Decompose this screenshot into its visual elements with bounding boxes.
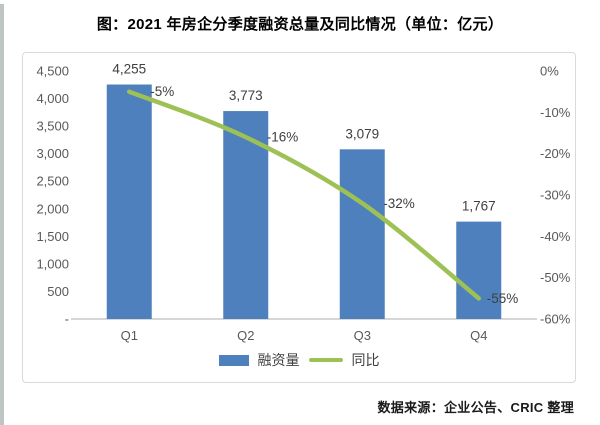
y-axis-left-tick-label: 3,000 [36,146,69,161]
y-axis-left-tick-label: 3,500 [36,119,69,134]
y-axis-right-tick-label: -20% [540,146,571,161]
y-axis-right-tick-label: 0% [540,64,559,79]
x-axis-category-label: Q3 [354,328,371,343]
y-axis-right-tick-label: -40% [540,229,571,244]
y-axis-left-tick-label: 4,000 [36,91,69,106]
y-axis-left-tick-label: 1,000 [36,256,69,271]
legend-line-swatch-icon [308,357,343,363]
bar-value-label: 3,079 [345,126,379,141]
bar-value-label: 1,767 [462,199,496,214]
data-source-note: 数据来源：企业公告、CRIC 整理 [377,400,574,415]
window-edge-strip [0,4,4,425]
bar-value-label: 3,773 [229,88,263,103]
y-axis-right-tick-label: -30% [540,188,571,203]
y-axis-left-tick-label: 2,500 [36,174,69,189]
bar-value-label: 4,255 [112,62,146,77]
x-axis-category-label: Q2 [237,328,254,343]
bar-q2 [223,111,269,319]
x-axis-category-label: Q4 [470,328,487,343]
y-axis-left-tick-label: 4,500 [36,64,69,79]
legend-bar-swatch-icon [218,354,249,366]
bar-q3 [339,149,385,319]
y-axis-left-tick-label: 2,000 [36,201,69,216]
chart-legend: 融资量 同比 [23,350,575,370]
y-axis-left-tick-label: 500 [47,284,69,299]
chart-canvas: 4,500 4,000 3,500 3,000 2,500 2,000 1,500 1,000… [36,62,571,343]
y-axis-right-tick-label: -10% [540,105,571,120]
chart-title: 图：2021 年房企分季度融资总量及同比情况（单位：亿元） [96,16,504,33]
legend-label-yoy: 同比 [351,352,380,368]
x-axis-category-label: Q1 [121,328,138,343]
line-value-label: -55% [487,291,519,306]
line-value-label: -32% [383,196,415,211]
chart-box: 4,500 4,000 3,500 3,000 2,500 2,000 1,500 1,000… [22,52,576,383]
y-axis-left-tick-label: - [65,312,69,327]
bar-q1 [106,84,152,319]
line-value-label: -5% [150,84,174,99]
bar-q4 [456,221,502,319]
yoy-line [127,89,481,301]
legend-label-financing: 融资量 [257,352,300,368]
y-axis-right-tick-label: -60% [540,312,571,327]
y-axis-right-tick-label: -50% [540,270,571,285]
line-value-label: -16% [267,130,299,145]
y-axis-left-tick-label: 1,500 [36,229,69,244]
